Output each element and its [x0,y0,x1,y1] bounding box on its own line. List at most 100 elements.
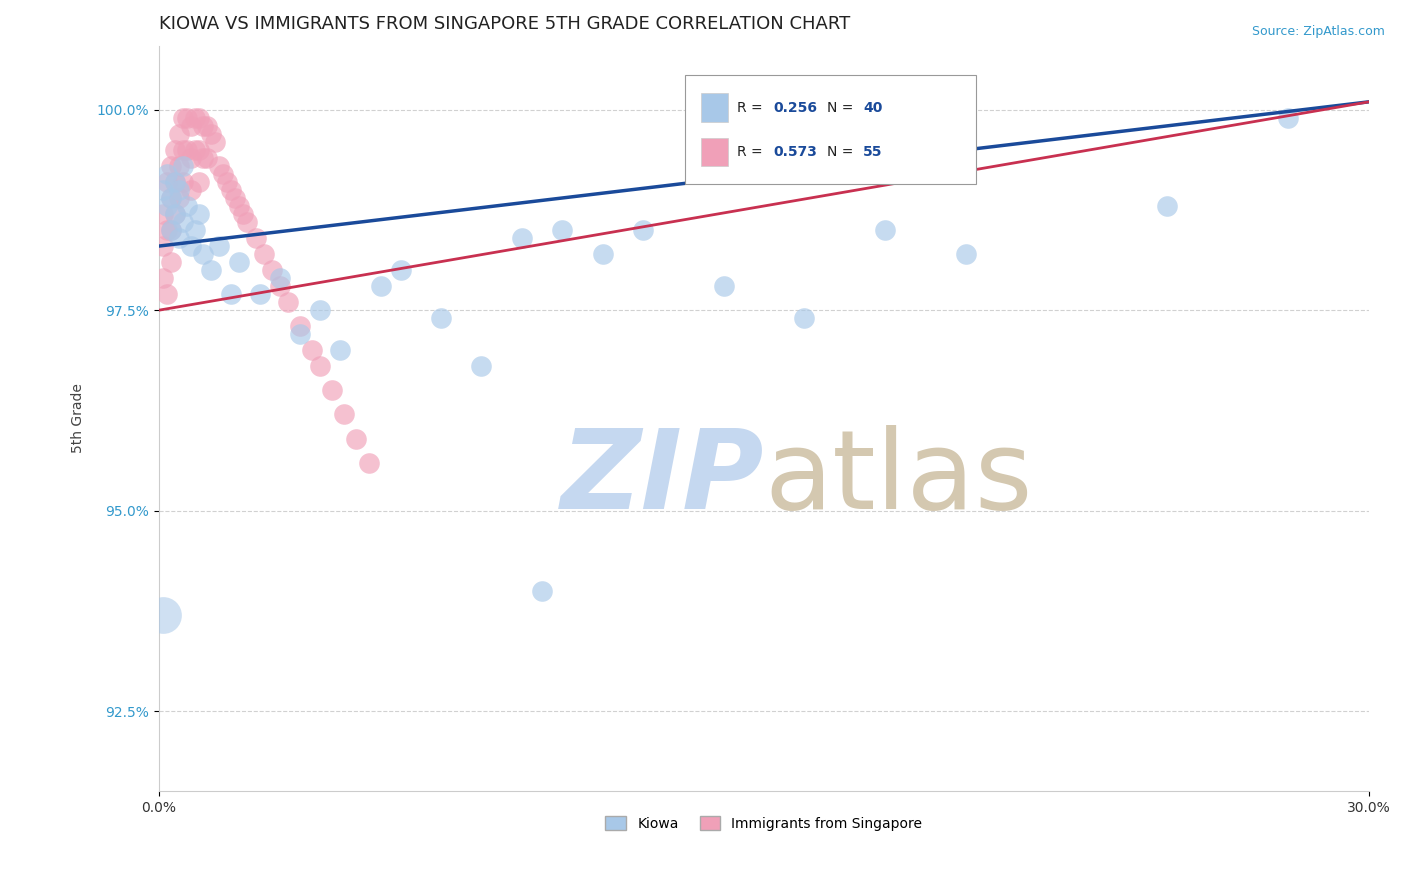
Point [228,199,250,213]
Point [212,167,235,181]
Point [152,239,174,253]
Point [191,151,214,165]
Point [163,143,186,157]
Point [249,287,271,301]
Point [172,143,194,157]
Point [232,207,254,221]
FancyBboxPatch shape [702,94,727,121]
Point [221,183,243,197]
Point [592,247,614,261]
Point [344,432,367,446]
Point [167,191,190,205]
Point [156,199,179,213]
Point [184,111,207,125]
Point [288,319,311,334]
Point [152,607,174,622]
Point [176,111,198,125]
Point [204,135,226,149]
Point [163,207,186,221]
Point [228,255,250,269]
Point [309,359,332,374]
Point [195,119,218,133]
Text: 0.573: 0.573 [773,145,817,160]
Text: 40: 40 [863,101,883,114]
Point [221,287,243,301]
Point [236,215,259,229]
Text: atlas: atlas [763,425,1032,532]
Point [370,279,392,293]
Point [510,231,533,245]
Point [389,263,412,277]
Point [357,456,380,470]
Point [309,303,332,318]
Point [873,223,896,237]
Point [159,191,181,205]
Point [159,223,181,237]
Point [530,583,553,598]
Point [184,143,207,157]
Point [156,175,179,189]
Point [260,263,283,277]
Point [180,183,202,197]
Point [172,111,194,125]
Point [180,151,202,165]
Point [191,119,214,133]
Point [277,295,299,310]
FancyBboxPatch shape [702,138,727,167]
Point [188,143,211,157]
Point [200,263,222,277]
Text: Source: ZipAtlas.com: Source: ZipAtlas.com [1251,25,1385,38]
Point [172,175,194,189]
Point [224,191,246,205]
Text: ZIP: ZIP [561,425,763,532]
Point [217,175,239,189]
Point [269,279,291,293]
Point [159,255,181,269]
Point [208,239,231,253]
Point [156,223,179,237]
Point [163,175,186,189]
Point [163,207,186,221]
Point [156,287,179,301]
Point [152,207,174,221]
Point [188,175,211,189]
Point [631,223,654,237]
Point [195,151,218,165]
Point [159,191,181,205]
FancyBboxPatch shape [685,76,976,184]
Point [176,143,198,157]
Point [167,231,190,245]
Point [329,343,352,358]
Text: N =: N = [827,101,858,114]
Point [180,119,202,133]
Point [1277,111,1299,125]
Point [152,271,174,285]
Point [551,223,574,237]
Point [1156,199,1178,213]
Point [191,247,214,261]
Point [172,215,194,229]
Point [176,199,198,213]
Text: R =: R = [737,101,768,114]
Point [470,359,492,374]
Point [301,343,323,358]
Text: 0.256: 0.256 [773,101,818,114]
Point [713,279,735,293]
Point [321,384,343,398]
Point [208,159,231,173]
Point [167,159,190,173]
Point [156,167,179,181]
Point [159,159,181,173]
Point [188,111,211,125]
Point [955,247,977,261]
Point [288,327,311,342]
Point [793,311,815,326]
Y-axis label: 5th Grade: 5th Grade [72,384,86,453]
Text: 55: 55 [863,145,883,160]
Point [200,127,222,141]
Point [152,183,174,197]
Point [163,175,186,189]
Point [172,159,194,173]
Point [180,239,202,253]
Point [245,231,267,245]
